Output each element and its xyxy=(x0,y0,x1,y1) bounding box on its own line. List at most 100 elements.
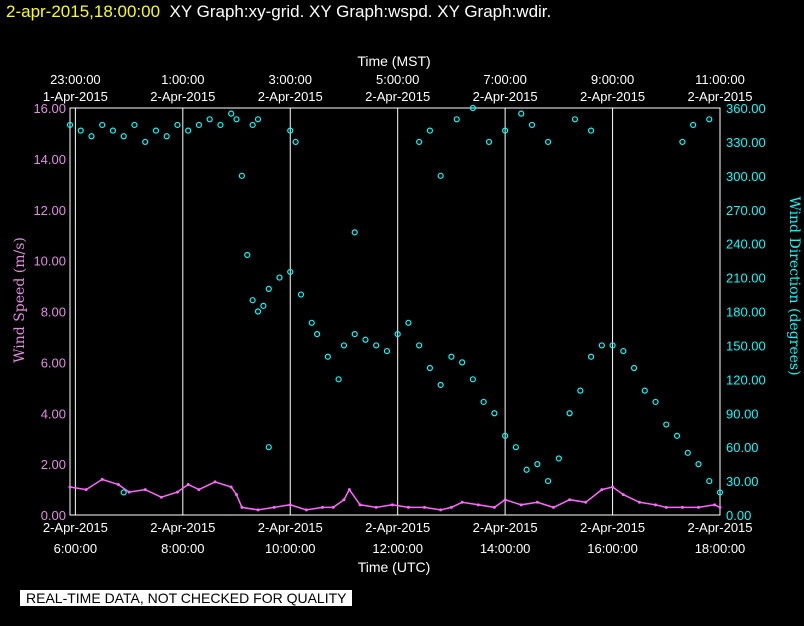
bottom-tick-date: 2-Apr-2015 xyxy=(687,520,752,535)
wind-direction-point xyxy=(663,421,670,428)
left-tick-label: 16.00 xyxy=(33,101,66,116)
wind-speed-point xyxy=(406,505,410,509)
right-axis-title: Wind Direction (degrees) xyxy=(786,196,802,375)
wind-speed-point xyxy=(535,500,539,504)
bottom-tick-time: 6:00:00 xyxy=(54,541,97,556)
wind-speed-point xyxy=(718,505,722,509)
left-tick-label: 6.00 xyxy=(41,355,66,370)
wind-direction-point xyxy=(684,449,691,456)
wind-direction-point xyxy=(577,387,584,394)
bottom-tick-date: 2-Apr-2015 xyxy=(473,520,538,535)
left-tick-label: 12.00 xyxy=(33,203,66,218)
wind-speed-point xyxy=(100,477,104,481)
wind-direction-point xyxy=(695,461,702,468)
wind-direction-point xyxy=(287,268,294,276)
wind-direction-point xyxy=(88,133,95,140)
wind-direction-point xyxy=(142,138,149,146)
wind-speed-point xyxy=(476,503,480,507)
wind-direction-point xyxy=(566,410,573,417)
right-tick-label: 120.00 xyxy=(726,372,766,387)
wind-speed-point xyxy=(358,503,362,507)
wind-direction-point xyxy=(249,297,256,304)
graph-list: XY Graph:xy-grid. XY Graph:wspd. XY Grap… xyxy=(169,2,552,21)
wind-direction-point xyxy=(405,319,412,326)
wind-speed-point xyxy=(320,505,324,509)
wind-direction-point xyxy=(394,331,401,338)
timestamp: 2-apr-2015,18:00:00 xyxy=(6,2,161,21)
bottom-tick-time: 18:00:00 xyxy=(695,541,746,556)
wind-direction-point xyxy=(383,347,391,355)
wind-speed-point xyxy=(492,505,496,509)
wind-direction-point xyxy=(233,116,240,123)
right-tick-label: 240.00 xyxy=(726,237,766,252)
wind-speed-point xyxy=(390,503,394,507)
wind-speed-point xyxy=(664,505,668,509)
left-tick-label: 8.00 xyxy=(41,305,66,320)
wind-direction-point xyxy=(555,455,562,462)
top-tick-time: 1:00:00 xyxy=(161,72,204,87)
wind-speed-point xyxy=(235,493,239,497)
wind-direction-point xyxy=(308,319,315,326)
wind-direction-point xyxy=(437,381,444,389)
wind-direction-point xyxy=(335,376,342,383)
wind-speed-point xyxy=(680,505,684,509)
wind-direction-point xyxy=(416,342,423,349)
bottom-tick-date: 2-Apr-2015 xyxy=(43,520,108,535)
bottom-tick-date: 2-Apr-2015 xyxy=(150,520,215,535)
wind-speed-point xyxy=(449,505,453,509)
wind-direction-point xyxy=(587,127,595,134)
left-tick-label: 4.00 xyxy=(41,406,66,421)
right-tick-label: 0.00 xyxy=(726,508,751,523)
wind-speed-point xyxy=(229,485,233,489)
top-tick-date: 1-Apr-2015 xyxy=(43,89,108,104)
wind-direction-point xyxy=(206,116,213,123)
wind-speed-point xyxy=(423,505,427,509)
wind-direction-point xyxy=(254,116,262,123)
wind-direction-point xyxy=(260,302,267,309)
top-tick-date: 2-Apr-2015 xyxy=(473,89,538,104)
wind-speed-point xyxy=(439,508,443,512)
wind-direction-point xyxy=(362,336,369,343)
bottom-tick-time: 16:00:00 xyxy=(587,541,638,556)
wind-speed-point xyxy=(116,482,120,486)
left-tick-label: 10.00 xyxy=(33,254,66,269)
wind-direction-point xyxy=(469,376,476,383)
wind-direction-point xyxy=(716,489,724,496)
left-axis-title: Wind Speed (m/s) xyxy=(12,237,28,363)
wind-direction-point xyxy=(571,116,579,123)
wind-speed-point xyxy=(697,505,701,509)
wind-direction-point xyxy=(598,342,605,349)
wind-direction-point xyxy=(120,133,127,140)
wind-direction-point xyxy=(459,359,466,366)
right-tick-label: 60.00 xyxy=(726,440,759,455)
bottom-tick-time: 14:00:00 xyxy=(480,541,531,556)
wind-direction-point xyxy=(469,104,476,112)
wind-direction-point xyxy=(265,444,272,451)
wind-speed-point xyxy=(519,503,523,507)
wind-direction-point xyxy=(437,172,444,179)
wind-direction-point xyxy=(276,274,283,281)
bottom-tick-date: 2-Apr-2015 xyxy=(580,520,645,535)
wind-speed-point xyxy=(460,500,464,504)
wind-direction-point xyxy=(254,308,262,315)
wind-direction-point xyxy=(544,138,552,146)
wind-direction-point xyxy=(66,121,74,129)
wind-direction-point xyxy=(265,285,272,292)
wind-direction-point xyxy=(120,489,127,496)
wind-speed-point xyxy=(331,505,335,509)
wind-direction-point xyxy=(249,121,256,129)
top-tick-time: 9:00:00 xyxy=(591,72,634,87)
left-tick-label: 2.00 xyxy=(41,457,66,472)
wind-direction-point xyxy=(351,331,358,338)
wind-speed-point xyxy=(584,500,588,504)
wind-speed-point xyxy=(127,490,131,494)
plot-frame xyxy=(69,107,721,516)
wind-speed-point xyxy=(600,488,604,492)
wind-speed-point xyxy=(654,503,658,507)
left-tick-label: 0.00 xyxy=(41,508,66,523)
wind-speed-point xyxy=(568,498,572,502)
top-tick-time: 5:00:00 xyxy=(376,72,419,87)
plot-area: 2-Apr-2015 6:00:00 23:00:00 1-Apr-2015 2-Apr… xyxy=(33,72,765,556)
wind-speed-point xyxy=(213,480,217,484)
wind-speed-point xyxy=(240,505,244,509)
